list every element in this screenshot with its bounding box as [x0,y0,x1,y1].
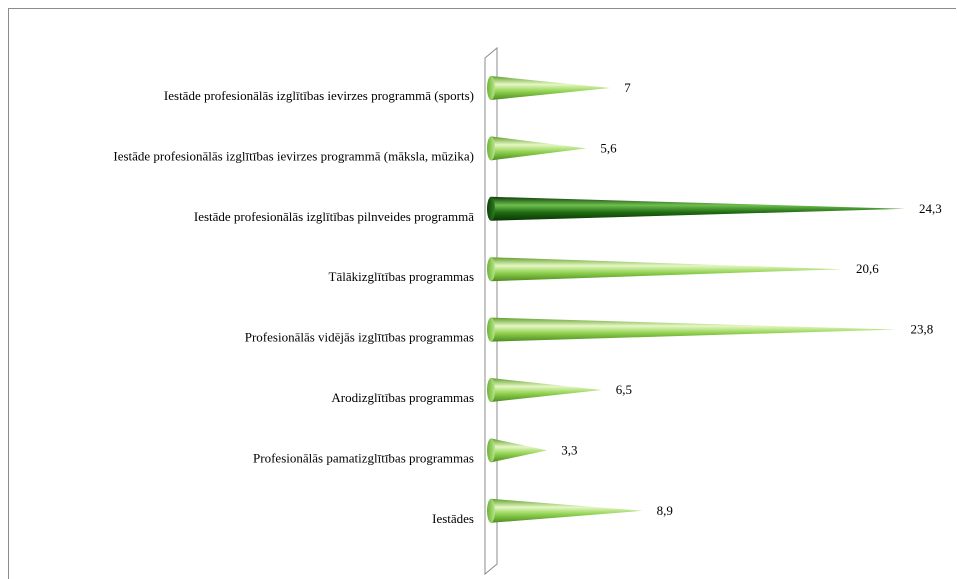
axis-wall-shape [484,46,498,576]
bar-base-cap-3 [487,257,495,282]
bar-2 [491,196,905,221]
bar-base-cap-4 [487,317,495,342]
bar-base-cap-0 [487,76,495,100]
value-label-1: 5,6 [600,140,617,155]
category-label-6: Profesionālās pamatizglītības programmas [253,450,474,465]
bar-0 [491,76,611,100]
category-label-3: Tālākizglītības programmas [329,269,474,284]
category-label-1: Iestāde profesionālās izglītības ievirze… [113,148,474,163]
value-labels: 7 5,6 24,3 20,6 23,8 6,5 3,3 8,9 [561,80,942,518]
category-label-4: Profesionālās vidējās izglītības program… [245,330,474,345]
value-label-5: 6,5 [616,382,632,397]
bar-3 [491,257,842,282]
chart-frame [8,8,956,579]
value-label-4: 23,8 [910,322,933,337]
category-label-5: Arodizglītības programmas [331,390,474,405]
category-label-2: Iestāde profesionālās izglītības pilnvei… [194,209,474,224]
category-labels: Iestāde profesionālās izglītības ievirze… [113,88,474,526]
value-label-3: 20,6 [856,261,879,276]
bar-base-cap-1 [487,136,495,161]
axis-wall [484,46,498,576]
value-label-6: 3,3 [561,442,577,457]
bar-4 [491,317,897,342]
bar-6 [491,438,548,463]
bar-5 [491,378,602,402]
bar-base-cap-7 [487,498,495,523]
bar-1 [491,136,587,161]
value-label-7: 8,9 [657,503,673,518]
bar-7 [491,498,643,523]
bars-group [487,76,905,523]
category-label-7: Iestādes [432,511,474,526]
category-label-0: Iestāde profesionālās izglītības ievirze… [164,88,474,103]
bar-base-cap-2 [487,196,495,221]
bar-base-cap-6 [487,438,495,463]
bar-base-cap-5 [487,378,495,402]
value-label-2: 24,3 [919,201,942,216]
value-label-0: 7 [624,80,631,95]
